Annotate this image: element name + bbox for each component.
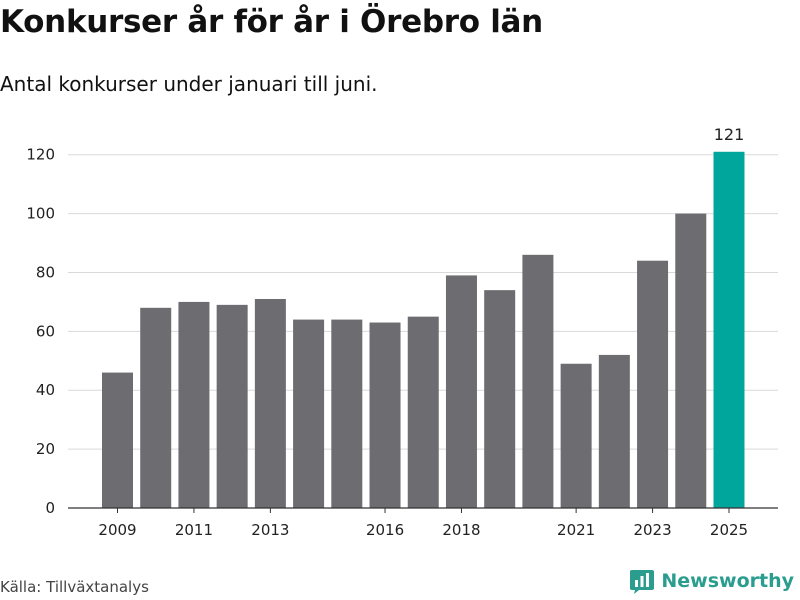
bar-2024 [675, 213, 707, 508]
bar-2014 [293, 319, 325, 508]
bar-2023 [637, 260, 669, 508]
bar-2025 [713, 151, 745, 508]
x-tick-label: 2013 [251, 521, 289, 539]
y-tick-label: 60 [36, 322, 55, 340]
x-tick-label: 2009 [98, 521, 136, 539]
bar-2012 [216, 304, 248, 508]
y-tick-label: 120 [26, 146, 55, 164]
axes: 0 20 40 60 80 100 120 2009 2011 2013 2016 2018 2021 2… [26, 146, 778, 539]
chart-title: Konkurser år för år i Örebro län [0, 4, 543, 40]
data-labels: 121 [714, 125, 745, 144]
data-label-2025: 121 [714, 125, 745, 144]
source-note: Källa: Tillväxtanalys [0, 578, 149, 596]
bar-2016 [369, 322, 401, 508]
bar-chart: 0 20 40 60 80 100 120 2009 2011 2013 2016 2018 2021 2… [26, 125, 778, 539]
y-tick-label: 0 [45, 499, 55, 517]
bars [102, 151, 745, 508]
brand-logo: Newsworthy [629, 568, 794, 594]
bar-2009 [102, 372, 133, 508]
x-tick-label: 2025 [710, 521, 748, 539]
bar-2021 [560, 363, 592, 508]
y-tick-label: 40 [36, 381, 55, 399]
bar-2020 [522, 254, 554, 508]
bar-2019 [484, 290, 516, 508]
x-tick-label: 2016 [366, 521, 404, 539]
y-tick-label: 80 [36, 263, 55, 281]
bar-2015 [331, 319, 363, 508]
chart-subtitle: Antal konkurser under januari till juni. [0, 72, 378, 96]
brand-name: Newsworthy [661, 570, 794, 592]
y-tick-label: 100 [26, 205, 55, 223]
x-tick-label: 2011 [175, 521, 213, 539]
bar-2013 [254, 298, 286, 508]
bar-2011 [178, 301, 210, 508]
x-tick-label: 2018 [442, 521, 480, 539]
bar-2018 [445, 275, 477, 508]
bar-chart-logo-icon [630, 570, 655, 594]
bar-2022 [598, 354, 630, 508]
bar-2010 [140, 307, 172, 508]
x-tick-label: 2021 [557, 521, 595, 539]
y-tick-label: 20 [36, 440, 55, 458]
x-tick-label: 2023 [633, 521, 671, 539]
bar-2017 [407, 316, 439, 508]
